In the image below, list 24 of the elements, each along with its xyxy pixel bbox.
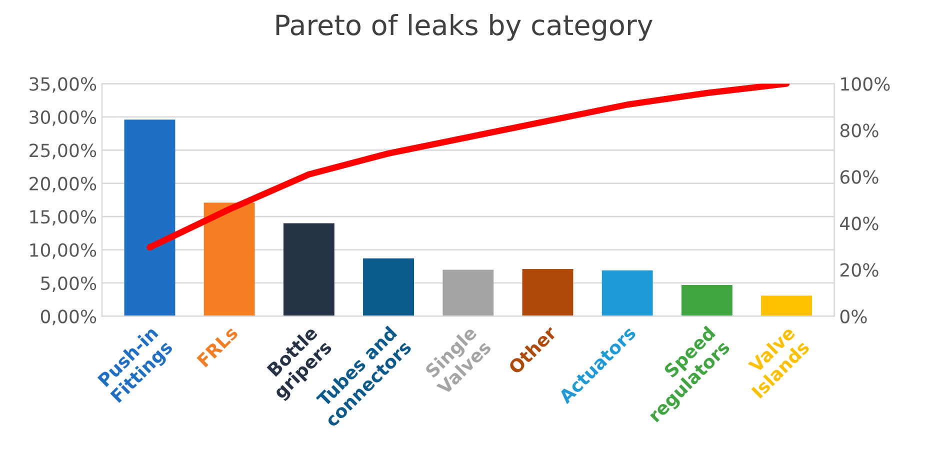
bar <box>204 202 255 316</box>
bar <box>124 120 176 316</box>
y-tick-label: 15,00% <box>30 210 96 226</box>
y2-tick-label: 20% <box>840 263 878 277</box>
chart-title: Pareto of leaks by category <box>276 14 652 41</box>
y2-tick-label: 60% <box>840 170 878 184</box>
y-tick-label: 5,00% <box>41 276 96 292</box>
y2-tick-label: 40% <box>840 216 878 230</box>
bar <box>283 223 334 316</box>
bar <box>522 269 574 316</box>
y-tick-label: 20,00% <box>30 176 96 192</box>
y2-tick-label: 100% <box>841 77 890 91</box>
bar <box>442 270 494 316</box>
y-tick-label: 25,00% <box>30 144 96 160</box>
bar <box>761 296 812 316</box>
bar <box>602 270 653 316</box>
y2-tick-label: 0% <box>840 310 867 324</box>
y-tick-label: 10,00% <box>30 243 96 259</box>
y-tick-label: 0,00% <box>40 310 96 326</box>
y-tick-label: 30,00% <box>30 110 96 126</box>
bar <box>681 284 732 316</box>
y2-tick-label: 80% <box>840 124 878 138</box>
y-tick-label: 35,00% <box>30 77 96 93</box>
bar <box>363 258 414 316</box>
